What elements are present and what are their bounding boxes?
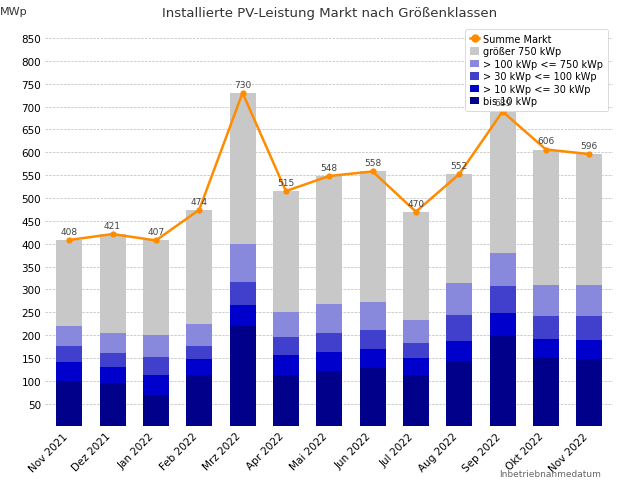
Text: 606: 606 (538, 137, 554, 146)
Bar (229, 326, 255, 427)
Bar (56, 240, 82, 326)
Bar (446, 316, 472, 341)
Title: Installierte PV-Leistung Markt nach Größenklassen: Installierte PV-Leistung Markt nach Größ… (162, 7, 497, 20)
Bar (229, 283, 255, 306)
Bar (273, 192, 299, 312)
Bar (490, 286, 516, 313)
Bar (316, 177, 342, 304)
Bar (533, 358, 559, 427)
Bar (56, 326, 82, 347)
Text: 474: 474 (191, 197, 208, 206)
Bar (490, 253, 516, 286)
Bar (273, 355, 299, 375)
Bar (490, 313, 516, 336)
Text: 552: 552 (451, 162, 467, 171)
Bar (186, 347, 212, 360)
Bar (533, 285, 559, 316)
Bar (446, 341, 472, 361)
Bar (186, 324, 212, 347)
Bar (143, 335, 169, 358)
Bar (229, 244, 255, 283)
Text: 596: 596 (580, 142, 598, 151)
Text: 515: 515 (277, 179, 294, 188)
Bar (533, 339, 559, 358)
Bar (143, 358, 169, 375)
Bar (576, 155, 602, 285)
Bar (316, 371, 342, 427)
Bar (576, 359, 602, 427)
Bar (533, 150, 559, 285)
Bar (316, 334, 342, 353)
Text: 558: 558 (364, 159, 381, 168)
Bar (273, 375, 299, 427)
Bar (403, 212, 429, 320)
Legend: Summe Markt, größer 750 kWp, > 100 kWp <= 750 kWp, > 30 kWp <= 100 kWp, > 10 kWp: Summe Markt, größer 750 kWp, > 100 kWp <… (465, 30, 608, 112)
Text: 407: 407 (148, 228, 164, 237)
Bar (56, 363, 82, 381)
Bar (229, 306, 255, 326)
Bar (56, 347, 82, 363)
Bar (576, 340, 602, 359)
Bar (186, 210, 212, 324)
Bar (100, 383, 126, 427)
Bar (229, 94, 255, 244)
Text: 408: 408 (61, 228, 78, 236)
Text: MWp: MWp (0, 7, 28, 17)
Bar (186, 360, 212, 375)
Bar (403, 320, 429, 344)
Bar (360, 172, 386, 302)
Bar (403, 358, 429, 375)
Bar (316, 353, 342, 371)
Bar (100, 354, 126, 367)
Text: 730: 730 (234, 81, 251, 90)
Text: 548: 548 (321, 164, 338, 172)
Bar (533, 316, 559, 339)
Bar (446, 175, 472, 284)
Bar (446, 284, 472, 316)
Bar (100, 367, 126, 383)
Bar (490, 112, 516, 253)
Bar (446, 361, 472, 427)
Bar (316, 304, 342, 334)
Bar (360, 349, 386, 368)
Bar (143, 396, 169, 427)
Bar (100, 333, 126, 354)
Bar (360, 302, 386, 331)
Bar (403, 375, 429, 427)
Text: Inbetriebnahmedatum: Inbetriebnahmedatum (500, 468, 601, 478)
Bar (56, 381, 82, 427)
Bar (360, 368, 386, 427)
Text: 421: 421 (104, 221, 121, 230)
Bar (360, 331, 386, 349)
Bar (403, 344, 429, 358)
Bar (143, 375, 169, 396)
Bar (100, 235, 126, 333)
Bar (490, 336, 516, 427)
Bar (576, 316, 602, 340)
Bar (143, 241, 169, 335)
Bar (576, 285, 602, 316)
Bar (186, 375, 212, 427)
Text: 689: 689 (494, 99, 511, 108)
Text: 470: 470 (407, 199, 425, 208)
Bar (273, 312, 299, 337)
Bar (273, 337, 299, 355)
